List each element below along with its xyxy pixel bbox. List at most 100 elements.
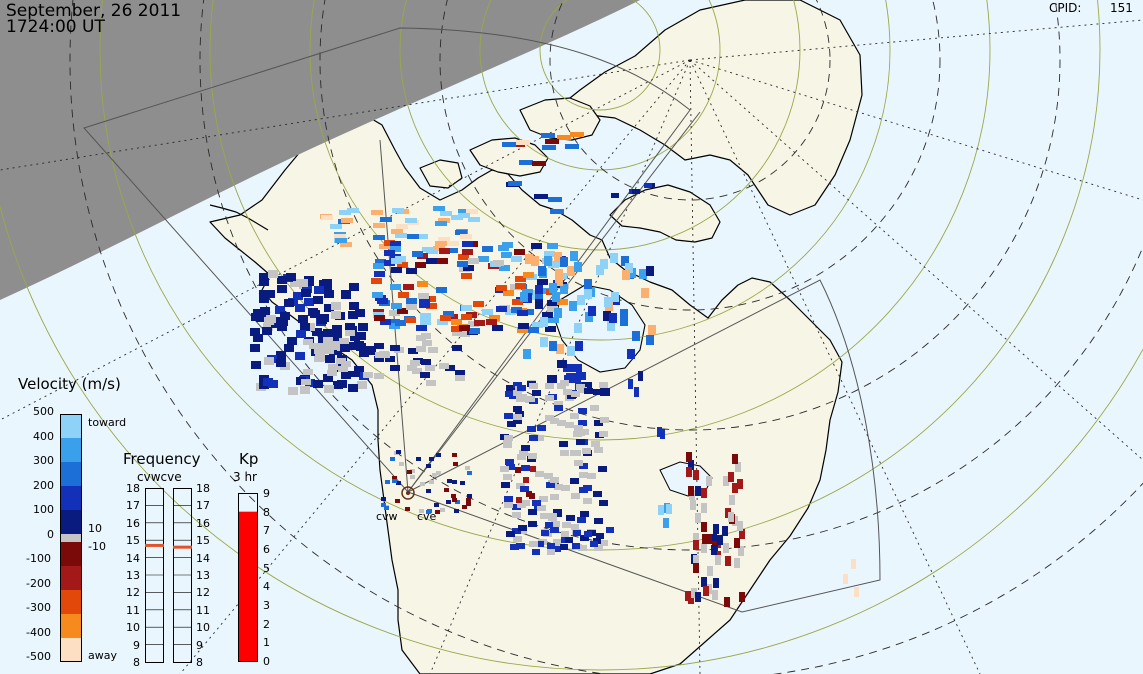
data-cell — [461, 314, 472, 320]
data-cell — [579, 472, 588, 478]
data-cell — [560, 257, 568, 267]
data-cell — [534, 194, 548, 199]
data-cell — [554, 484, 563, 490]
data-cell — [350, 371, 360, 377]
data-cell — [713, 524, 719, 534]
data-cell — [374, 356, 384, 362]
data-cell — [690, 500, 696, 510]
data-cell — [287, 337, 297, 345]
data-cell — [734, 538, 740, 548]
data-cell — [554, 252, 562, 262]
data-cell — [620, 316, 628, 326]
data-cell — [545, 522, 553, 528]
data-cell — [422, 247, 434, 252]
data-cell — [415, 262, 426, 268]
data-cell — [593, 491, 602, 497]
data-cell — [354, 366, 364, 374]
data-cell — [373, 263, 384, 269]
data-cell — [610, 253, 618, 263]
data-cell — [469, 328, 480, 334]
data-cell — [516, 140, 530, 145]
kp-tick-label: 0 — [263, 655, 270, 668]
data-cell — [506, 385, 515, 391]
data-cell — [546, 482, 555, 488]
data-cell — [554, 308, 562, 318]
data-cell — [587, 473, 596, 479]
data-cell — [339, 210, 351, 215]
data-cell — [557, 420, 566, 426]
data-cell — [458, 213, 470, 218]
data-cell — [590, 541, 598, 547]
data-cell — [426, 380, 436, 386]
data-cell — [420, 319, 431, 325]
data-cell — [407, 365, 417, 371]
data-cell — [259, 295, 269, 303]
cvw-frequency-marker — [145, 543, 164, 547]
data-cell — [517, 502, 526, 508]
data-cell — [737, 521, 743, 531]
data-cell — [265, 290, 275, 298]
data-cell — [335, 238, 347, 243]
data-cell — [355, 309, 365, 317]
data-cell — [451, 326, 462, 332]
data-cell — [620, 309, 628, 319]
ground-scatter-band — [60, 534, 82, 542]
data-cell — [419, 509, 424, 513]
data-cell — [600, 417, 609, 423]
data-cell — [468, 321, 479, 327]
data-cell — [389, 310, 400, 316]
data-cell — [428, 347, 438, 353]
data-cell — [695, 592, 701, 602]
data-cell — [384, 250, 395, 256]
data-cell — [276, 359, 286, 367]
data-cell — [515, 276, 526, 282]
data-cell — [584, 289, 592, 299]
ground-scatter-lower-label: -10 — [88, 540, 106, 553]
data-cell — [660, 429, 665, 439]
data-cell — [552, 292, 560, 302]
data-cell — [437, 319, 448, 325]
data-cell — [406, 268, 417, 274]
data-cell — [504, 435, 513, 441]
geographic-latitude-circles — [69, 0, 1143, 674]
data-cell — [334, 234, 346, 239]
data-cell — [572, 364, 582, 372]
data-cell — [458, 209, 470, 214]
data-cell — [517, 454, 526, 460]
data-cell — [427, 509, 432, 513]
data-cell — [410, 475, 415, 479]
kp-tick-label: 3 — [263, 599, 270, 612]
kp-tick-label: 6 — [263, 543, 270, 556]
data-cell — [496, 306, 507, 312]
data-cell — [703, 586, 709, 596]
data-cell — [500, 466, 509, 472]
data-cell — [328, 364, 338, 370]
data-cell — [537, 505, 546, 511]
data-cell — [460, 234, 472, 239]
data-cell — [588, 306, 596, 316]
data-cell — [508, 181, 522, 186]
data-cell — [566, 373, 576, 381]
data-cell — [544, 473, 553, 479]
data-cell — [513, 418, 522, 424]
data-cell — [600, 259, 608, 269]
data-cell — [599, 382, 608, 388]
data-cell — [446, 248, 458, 253]
data-cell — [275, 306, 285, 314]
data-cell — [598, 466, 607, 472]
data-cell — [390, 345, 400, 351]
data-cell — [580, 535, 589, 541]
data-cell — [538, 266, 546, 276]
data-cell — [468, 217, 480, 222]
velocity-band-negative — [60, 614, 82, 638]
data-cell — [391, 267, 402, 273]
data-cell — [396, 224, 408, 229]
data-cell — [611, 193, 619, 198]
frequency-legend-title: Frequency — [123, 450, 201, 468]
data-cell — [390, 241, 401, 247]
data-cell — [722, 526, 728, 536]
data-cell — [256, 314, 266, 322]
data-cell — [504, 413, 513, 419]
frequency-tick-left: 17 — [126, 499, 140, 513]
